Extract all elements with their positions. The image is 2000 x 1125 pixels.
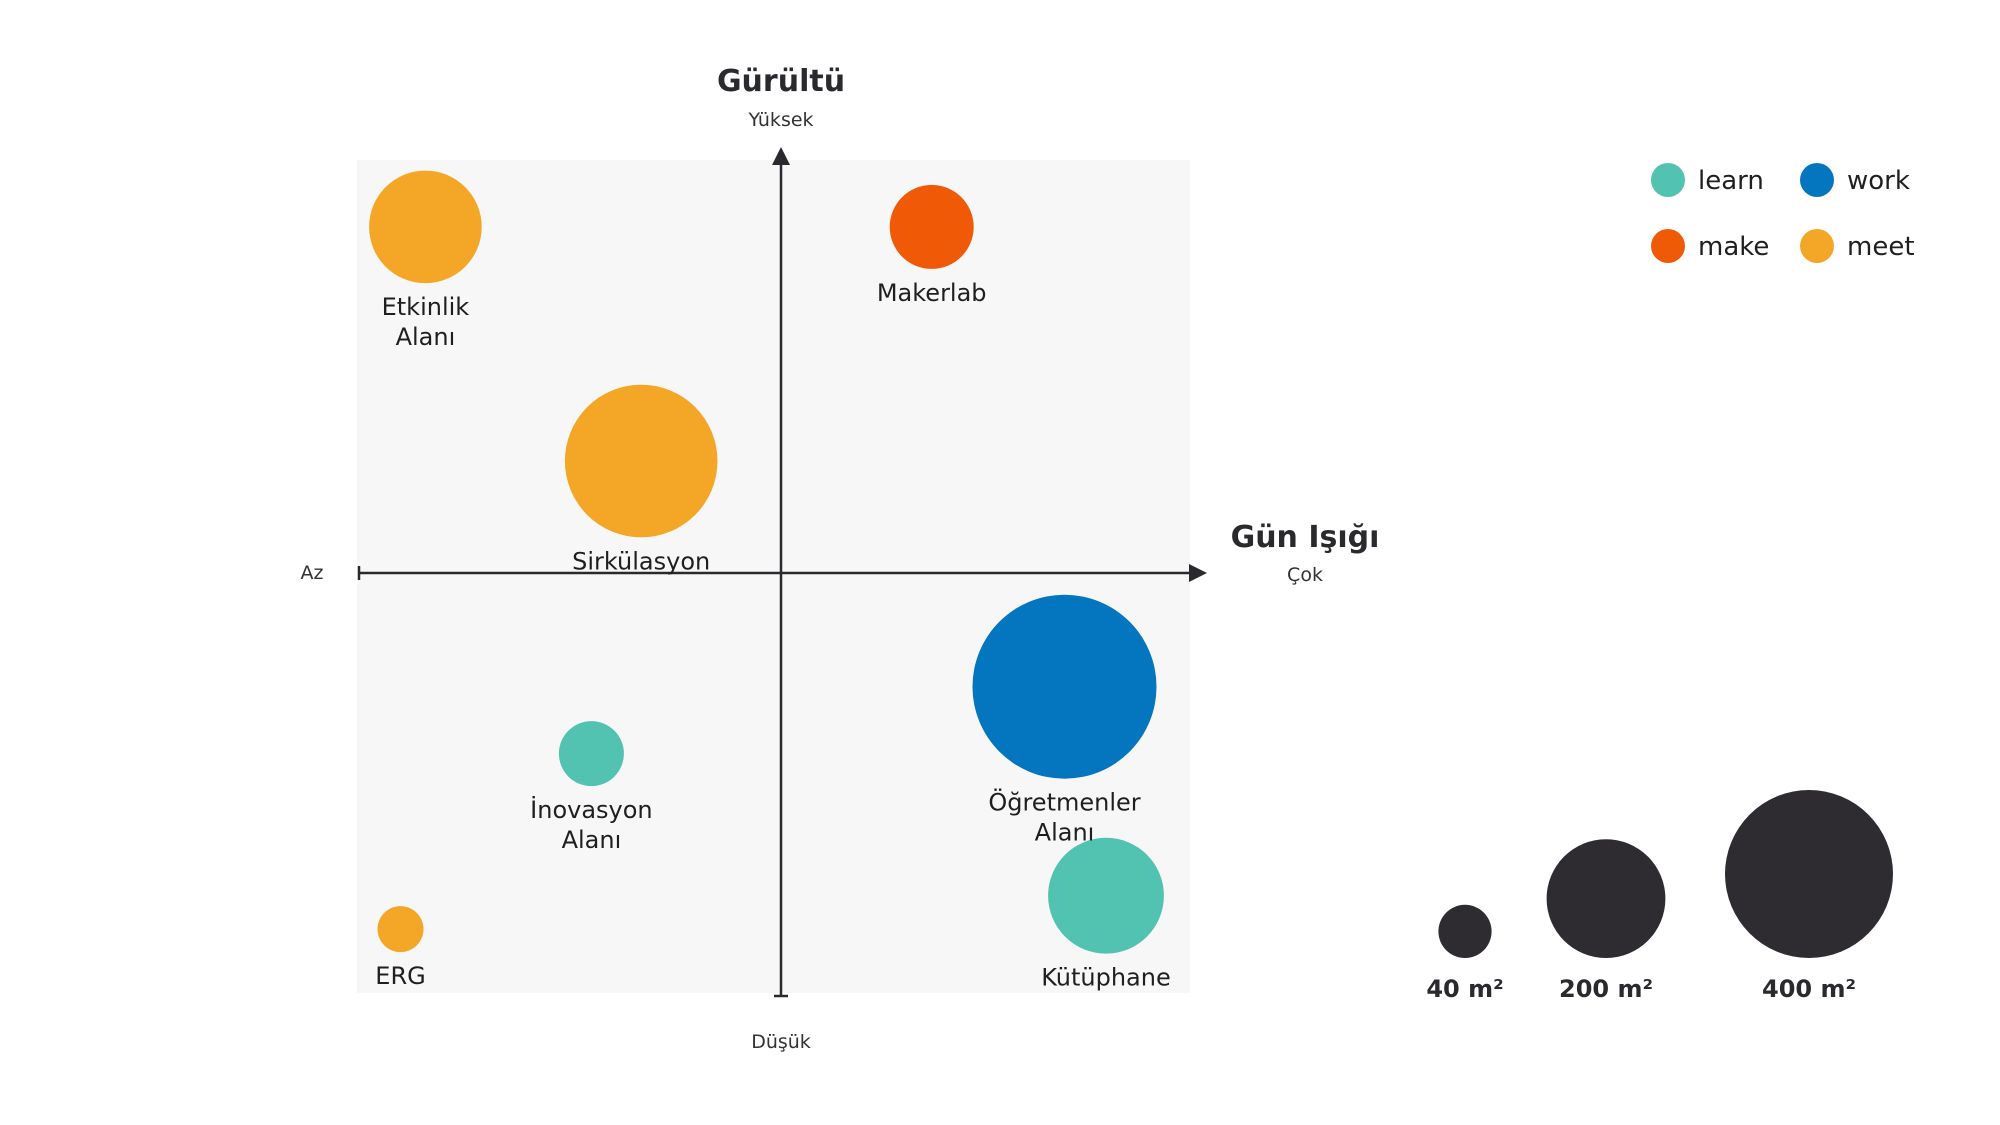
- bubble-inovasyon-alani: [558, 721, 624, 787]
- legend-swatch-work: [1800, 163, 1834, 197]
- x-axis-title: Gün Işığı: [1231, 520, 1380, 555]
- legend-swatch-meet: [1800, 229, 1834, 263]
- size-legend-circle-400: [1725, 790, 1893, 958]
- size-legend: 40 m² 200 m² 400 m²: [1426, 790, 1893, 1003]
- legend-label-work: work: [1847, 166, 1910, 196]
- size-legend-circle-40: [1438, 904, 1492, 959]
- y-axis-arrow-icon: [772, 147, 790, 165]
- bubble-label-kutuphane: Kütüphane: [1041, 964, 1171, 992]
- color-legend: learn work make meet: [1651, 163, 1915, 263]
- size-legend-circle-200: [1546, 839, 1666, 958]
- bubble-kutuphane: [1048, 837, 1164, 954]
- bubble-label-inovasyon-alani: İnovasyon Alanı: [530, 795, 652, 854]
- bubble-label-etkinlik-alani: Etkinlik Alanı: [382, 293, 470, 351]
- axes: [357, 147, 1207, 998]
- bubble-labels: Etkinlik Alanı Makerlab Sirkülasyon Öğretmen…: [375, 279, 1170, 992]
- legend-label-make: make: [1698, 232, 1769, 262]
- x-axis-low-label: Az: [301, 562, 324, 584]
- bubble-erg: [377, 906, 424, 953]
- bubble-label-ogretmenler-alani: Öğretmenler Alanı: [988, 788, 1140, 847]
- y-axis-title: Gürültü: [717, 64, 845, 99]
- bubble-label-erg: ERG: [375, 962, 425, 990]
- bubble-ogretmenler-alani: [972, 594, 1157, 779]
- bubble-sirkulasyon: [564, 384, 718, 538]
- x-axis-arrow-icon: [1189, 564, 1207, 582]
- legend-swatch-learn: [1651, 163, 1685, 197]
- size-legend-label-40: 40 m²: [1426, 975, 1503, 1003]
- bubble-label-sirkulasyon: Sirkülasyon: [572, 547, 710, 575]
- legend-label-learn: learn: [1698, 166, 1764, 196]
- bubble-makerlab: [889, 184, 974, 269]
- bubble-label-makerlab: Makerlab: [877, 279, 987, 307]
- y-axis-high-label: Yüksek: [747, 109, 813, 131]
- bubbles: [369, 170, 1164, 954]
- bubble-etkinlik-alani: [369, 170, 482, 284]
- legend-label-meet: meet: [1847, 232, 1915, 262]
- legend-swatch-make: [1651, 229, 1685, 263]
- y-axis-low-label: Düşük: [751, 1031, 811, 1053]
- x-axis-high-label: Çok: [1287, 564, 1323, 586]
- size-legend-label-400: 400 m²: [1762, 975, 1856, 1003]
- size-legend-label-200: 200 m²: [1559, 975, 1653, 1003]
- plot-area: [357, 160, 1190, 993]
